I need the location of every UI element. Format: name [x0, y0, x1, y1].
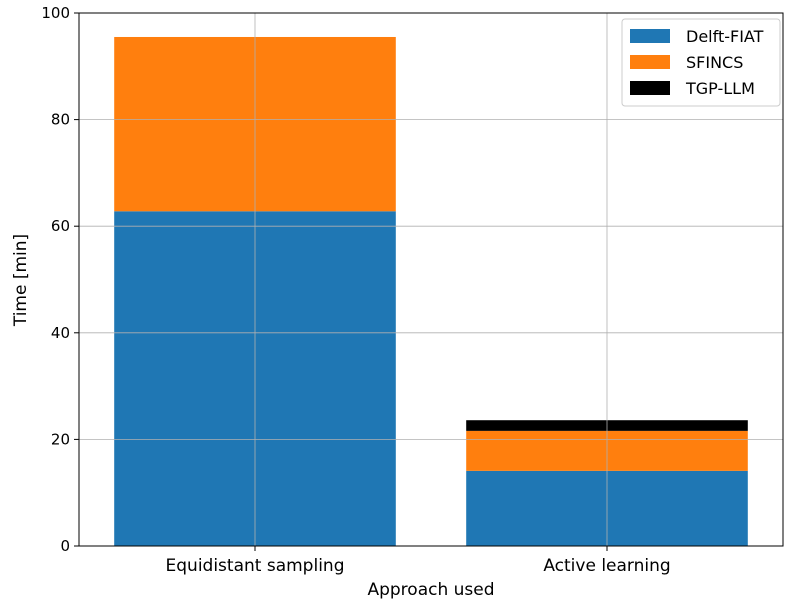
legend-swatch-sfincs — [630, 55, 670, 69]
plot-frame — [78, 12, 784, 547]
y-tick-label: 0 — [60, 537, 70, 555]
legend-label-sfincs: SFINCS — [686, 53, 743, 72]
legend-swatch-tgp-llm — [630, 81, 670, 95]
y-tick-label: 100 — [41, 4, 70, 22]
legend-swatch-delft-fiat — [630, 29, 670, 43]
bars — [114, 36, 748, 546]
y-tick-label: 40 — [51, 324, 70, 342]
legend: Delft-FIAT SFINCS TGP-LLM — [621, 18, 781, 107]
y-tick-label: 20 — [51, 430, 70, 448]
x-axis: Equidistant sampling Active learning — [166, 546, 671, 576]
x-tick-label: Active learning — [543, 556, 670, 576]
legend-label-tgp-llm: TGP-LLM — [685, 79, 755, 98]
y-axis: 0 20 40 60 80 100 — [41, 4, 79, 555]
legend-label-delft-fiat: Delft-FIAT — [686, 27, 764, 46]
y-tick-label: 60 — [51, 217, 70, 235]
y-axis-label: Time [min] — [11, 234, 31, 327]
x-axis-label: Approach used — [367, 580, 494, 600]
y-tick-label: 80 — [51, 111, 70, 129]
x-tick-label: Equidistant sampling — [166, 556, 345, 576]
